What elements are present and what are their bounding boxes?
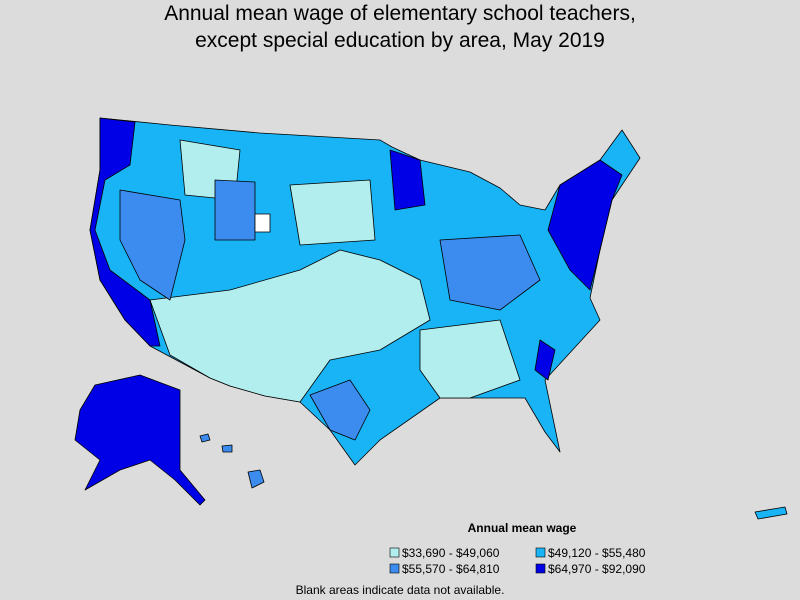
legend-swatch [389, 563, 400, 574]
island [221, 444, 233, 453]
no-data-area [254, 213, 271, 233]
title-line: except special education by area, May 20… [195, 29, 605, 52]
legend-title: Annual mean wage [468, 521, 577, 535]
alaska [74, 374, 206, 506]
legend-swatch [535, 563, 546, 574]
title-line: Annual mean wage of elementary school te… [164, 2, 636, 25]
puerto-rico [754, 506, 788, 520]
region [439, 234, 541, 311]
legend-label: $33,690 - $49,060 [402, 546, 500, 560]
region [119, 189, 186, 301]
legend: $33,690 - $49,060 $49,120 - $55,480 $55,57… [389, 546, 646, 576]
region [389, 149, 426, 211]
region [309, 379, 371, 441]
us-map [74, 117, 788, 520]
hawaii [199, 433, 265, 489]
island [199, 433, 211, 443]
legend-swatch [389, 547, 400, 558]
legend-label: $64,970 - $92,090 [548, 562, 646, 576]
region [214, 179, 256, 241]
region [419, 319, 521, 399]
region [89, 117, 161, 347]
footnote: Blank areas indicate data not available. [296, 583, 505, 597]
legend-label: $49,120 - $55,480 [548, 546, 646, 560]
region [547, 159, 623, 291]
legend-label: $55,570 - $64,810 [402, 562, 500, 576]
legend-swatch [535, 547, 546, 558]
region [534, 339, 556, 381]
island [247, 469, 265, 489]
region [149, 249, 431, 403]
region [289, 179, 376, 246]
